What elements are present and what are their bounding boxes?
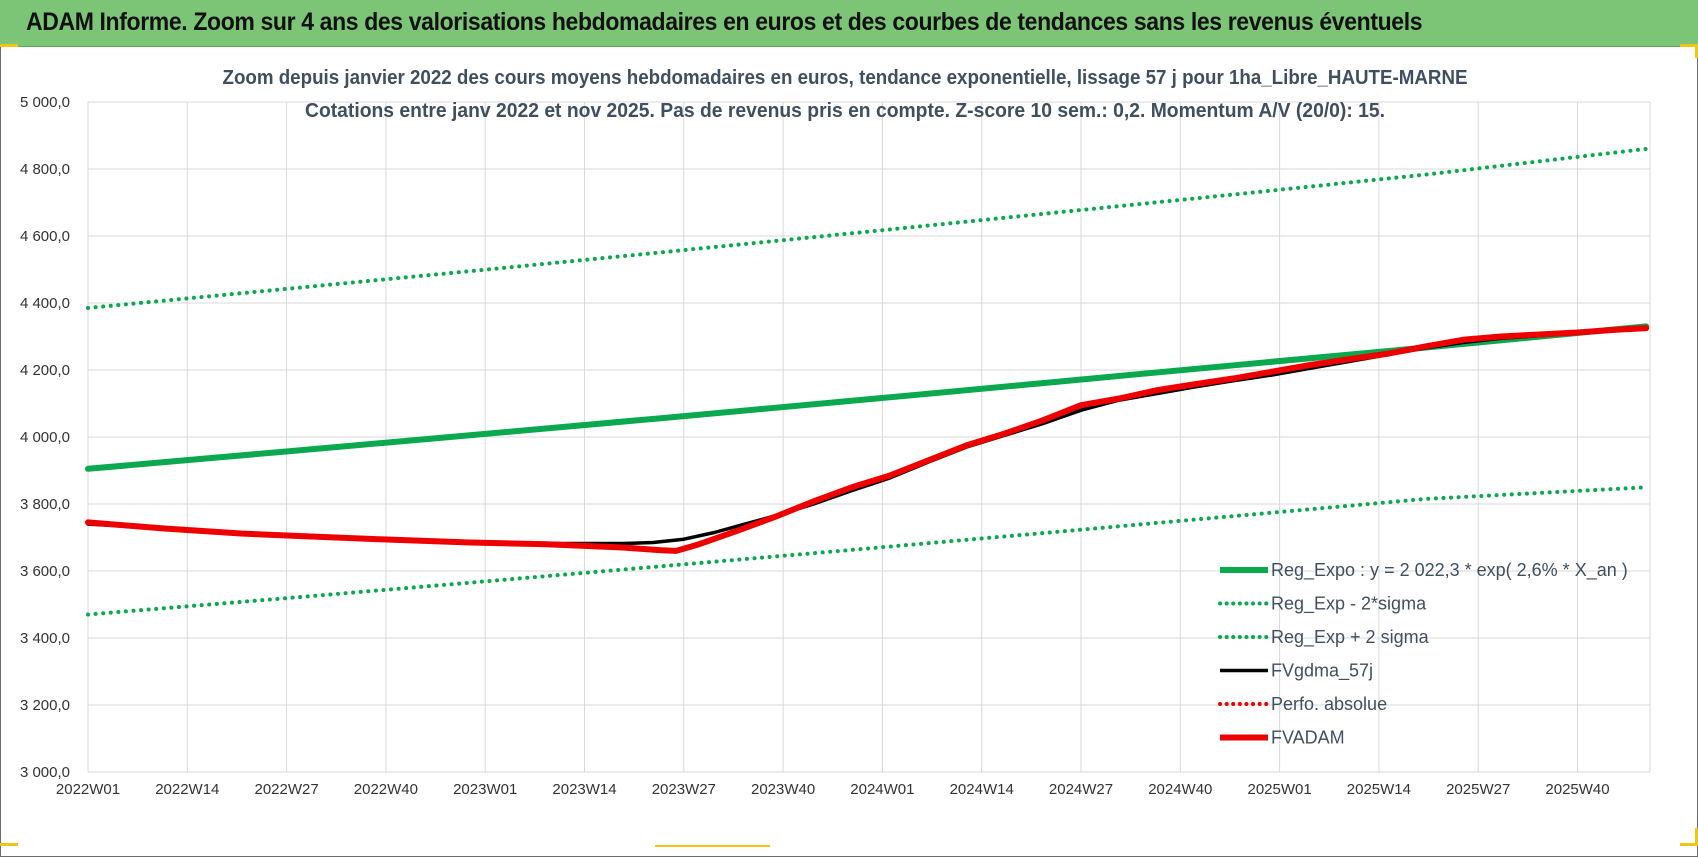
x-tick-label: 2022W40 [354, 781, 418, 798]
x-tick-label: 2024W27 [1049, 781, 1113, 798]
legend-label: FVADAM [1271, 728, 1345, 748]
x-tick-label: 2024W40 [1148, 781, 1212, 798]
x-tick-label: 2024W14 [950, 781, 1014, 798]
x-tick-label: 2025W40 [1545, 781, 1609, 798]
x-tick-label: 2022W27 [254, 781, 318, 798]
series-line-reg-expo-y-2-022-3-exp-2-6-x-an [85, 323, 1650, 472]
chart: 3 000,0 3 200,0 3 400,0 3 600,0 3 800,0 4 000… [20, 67, 1651, 798]
y-tick-label: 4 800,0 [20, 161, 70, 178]
x-tick-label: 2023W27 [652, 781, 716, 798]
chart-subtitle: Cotations entre janv 2022 et nov 2025. P… [305, 100, 1385, 122]
series-line-reg-exp-2-sigma [86, 485, 1649, 617]
corner-accent-bottom-right-v [1695, 828, 1698, 844]
y-tick-label: 3 600,0 [20, 563, 70, 580]
series-line-fvgdma-57j [86, 326, 1648, 546]
corner-accent-top-right-h [1680, 44, 1698, 47]
x-tick-label: 2022W01 [56, 781, 120, 798]
y-tick-label: 4 000,0 [20, 429, 70, 446]
legend-label: FVgdma_57j [1271, 661, 1373, 682]
y-tick-label: 4 600,0 [20, 228, 70, 245]
series-line-fvadam [85, 325, 1650, 554]
x-tick-label: 2025W14 [1347, 781, 1411, 798]
banner-title: ADAM Informe. Zoom sur 4 ans des valoris… [26, 8, 1423, 36]
bottom-center-accent [655, 845, 770, 847]
grid [87, 101, 1651, 773]
chart-title: Zoom depuis janvier 2022 des cours moyen… [223, 67, 1468, 89]
legend-label: Perfo. absolue [1271, 694, 1387, 714]
y-tick-label: 3 000,0 [20, 764, 70, 781]
x-tick-label: 2022W14 [155, 781, 219, 798]
series [85, 146, 1650, 617]
y-tick-label: 3 200,0 [20, 697, 70, 714]
x-tick-label: 2024W01 [850, 781, 914, 798]
axis-ticks: 3 000,0 3 200,0 3 400,0 3 600,0 3 800,0 4 000… [20, 94, 1610, 798]
x-tick-label: 2023W01 [453, 781, 517, 798]
y-tick-label: 4 200,0 [20, 362, 70, 379]
corner-accent-bottom-left-h [0, 843, 18, 846]
x-tick-label: 2025W27 [1446, 781, 1510, 798]
y-tick-label: 3 800,0 [20, 496, 70, 513]
x-tick-label: 2023W14 [552, 781, 616, 798]
legend: Reg_Expo : y = 2 022,3 * exp( 2,6% * X_a… [1218, 560, 1628, 748]
corner-accent-bottom-right-h [1680, 843, 1698, 846]
legend-label: Reg_Exp + 2 sigma [1271, 627, 1430, 648]
legend-label: Reg_Expo : y = 2 022,3 * exp( 2,6% * X_a… [1271, 560, 1628, 581]
title-banner: ADAM Informe. Zoom sur 4 ans des valoris… [0, 0, 1698, 47]
x-tick-label: 2025W01 [1247, 781, 1311, 798]
series-line-reg-exp-2-sigma [86, 146, 1649, 310]
corner-accent-top-left-h [0, 44, 18, 47]
legend-label: Reg_Exp - 2*sigma [1271, 594, 1427, 615]
x-tick-label: 2023W40 [751, 781, 815, 798]
y-tick-label: 5 000,0 [20, 94, 70, 111]
corner-accent-top-right-v [1695, 44, 1698, 58]
y-tick-label: 3 400,0 [20, 630, 70, 647]
y-tick-label: 4 400,0 [20, 295, 70, 312]
